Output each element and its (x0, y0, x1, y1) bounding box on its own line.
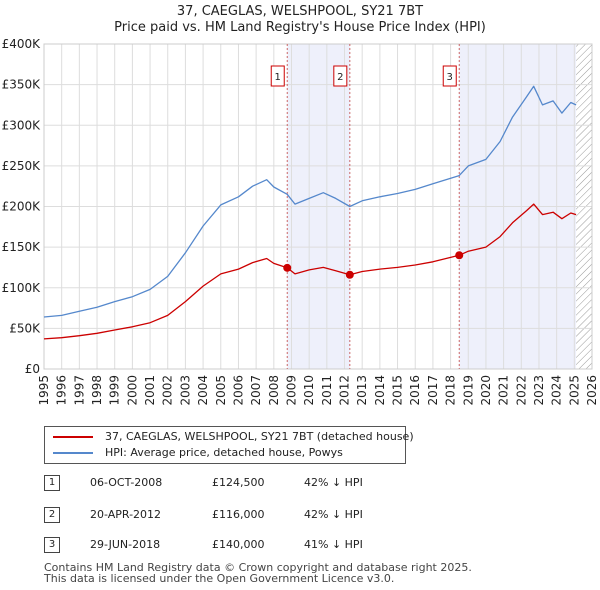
x-tick-label: 2003 (178, 375, 192, 406)
legend-swatch-property (53, 436, 93, 438)
x-tick-label: 2018 (444, 375, 458, 406)
sale-marker-label: 1 (275, 72, 281, 83)
y-tick-label: £100K (2, 281, 42, 295)
sale-price: £140,000 (212, 538, 265, 551)
x-tick-label: 2004 (196, 375, 210, 406)
x-tick-label: 2017 (426, 375, 440, 406)
x-tick-label: 2000 (125, 375, 139, 406)
sale-marker-badge (333, 65, 348, 87)
y-tick-label: £150K (2, 240, 42, 254)
y-tick-label: £200K (2, 200, 42, 214)
x-tick-label: 1999 (108, 375, 122, 406)
x-tick-label: 1996 (55, 375, 69, 406)
series-line-hpi (43, 85, 577, 318)
y-tick-label: £350K (2, 78, 42, 92)
footer-copyright: Contains HM Land Registry data © Crown c… (44, 561, 472, 574)
x-tick-label: 2016 (408, 375, 422, 406)
x-tick-label: 2011 (320, 375, 334, 406)
sale-marker-label: 2 (337, 72, 343, 83)
sale-point (455, 251, 464, 260)
x-tick-label: 2019 (461, 375, 475, 406)
sale-date: 20-APR-2012 (90, 508, 162, 521)
x-tick-label: 2006 (231, 375, 245, 406)
y-tick-label: £0 (25, 362, 40, 376)
x-tick-label: 1995 (37, 375, 51, 406)
sale-date: 29-JUN-2018 (90, 538, 161, 551)
x-tick-label: 2015 (391, 375, 405, 406)
x-tick-label: 2009 (284, 375, 298, 406)
sale-point (283, 263, 292, 272)
x-tick-label: 1997 (72, 375, 86, 406)
sale-marker-badge (442, 65, 457, 87)
y-tick-label: £250K (2, 159, 42, 173)
x-tick-label: 2022 (514, 375, 528, 406)
legend-label-hpi: HPI: Average price, detached house, Powy… (105, 446, 343, 459)
footer-license: This data is licensed under the Open Gov… (44, 572, 395, 585)
x-tick-label: 2012 (338, 375, 352, 406)
sale-price: £124,500 (212, 476, 265, 489)
price-chart: £0 £50K £100K £150K £200K £250K £300K £350K £400… (2, 37, 599, 406)
x-tick-label: 2010 (302, 375, 316, 406)
x-tick-label: 2025 (567, 375, 581, 406)
legend-label-property: 37, CAEGLAS, WELSHPOOL, SY21 7BT (detach… (105, 430, 414, 443)
x-tick-label: 2002 (161, 375, 175, 406)
chart-title: 37, CAEGLAS, WELSHPOOL, SY21 7BT (176, 4, 424, 19)
sale-date: 06-OCT-2008 (90, 476, 163, 489)
y-tick-label: £400K (2, 37, 42, 51)
x-tick-label: 2024 (550, 375, 564, 406)
x-tick-label: 1998 (90, 375, 104, 406)
sale-number-badge: 2 (44, 507, 60, 523)
plot-border (43, 43, 593, 370)
chart-legend: 37, CAEGLAS, WELSHPOOL, SY21 7BT (detach… (44, 426, 414, 464)
sale-marker-label: 3 (447, 72, 453, 83)
sale-hpi-diff: 42% ↓ HPI (304, 508, 363, 521)
x-tick-label: 2020 (479, 375, 493, 406)
sale-hpi-diff: 41% ↓ HPI (304, 538, 363, 551)
sale-price: £116,000 (212, 508, 265, 521)
x-tick-label: 2023 (532, 375, 546, 406)
sale-point (345, 270, 354, 279)
series-line-property (43, 203, 577, 340)
x-tick-label: 2026 (585, 375, 599, 406)
sale-number-badge: 3 (44, 537, 60, 553)
x-tick-label: 2008 (267, 375, 281, 406)
y-tick-label: £50K (9, 321, 41, 335)
x-tick-label: 2001 (143, 375, 157, 406)
x-tick-label: 2005 (214, 375, 228, 406)
x-tick-label: 2007 (249, 375, 263, 406)
sale-number-badge: 1 (44, 475, 60, 491)
x-tick-label: 2021 (497, 375, 511, 406)
chart-subtitle: Price paid vs. HM Land Registry's House … (114, 20, 486, 35)
y-tick-label: £300K (2, 118, 42, 132)
x-tick-label: 2013 (355, 375, 369, 406)
x-tick-label: 2014 (373, 375, 387, 406)
sale-hpi-diff: 42% ↓ HPI (304, 476, 363, 489)
legend-swatch-hpi (53, 452, 93, 454)
sale-marker-badge (270, 65, 285, 87)
